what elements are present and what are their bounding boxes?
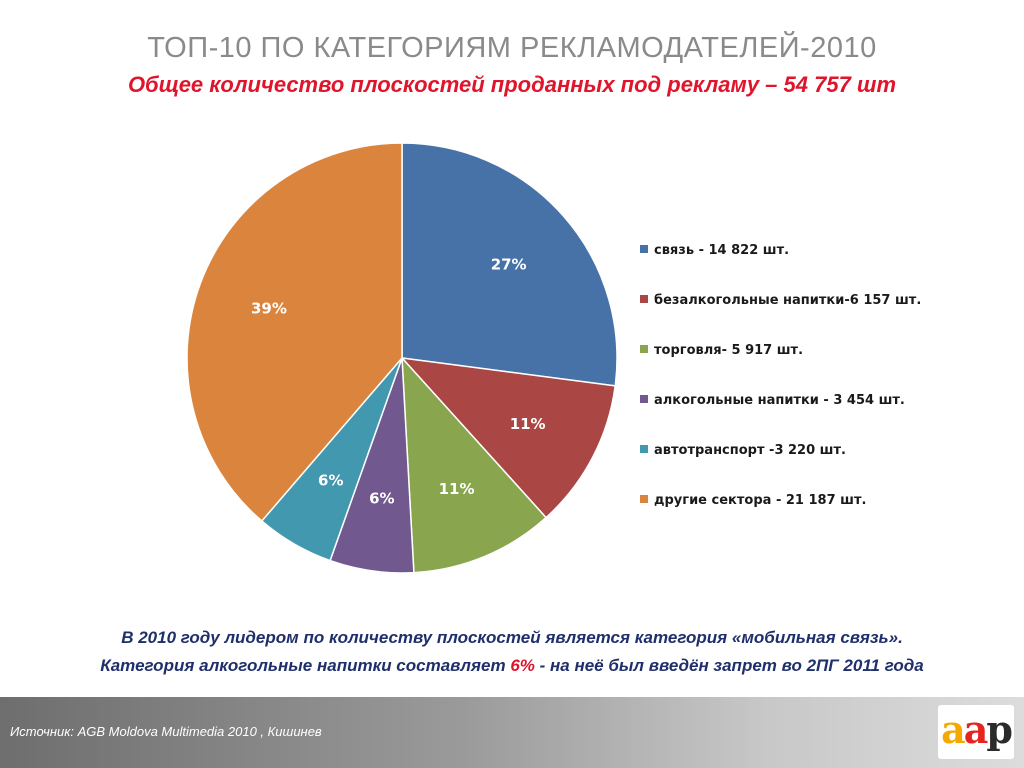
legend-swatch [640,295,648,303]
legend-swatch [640,395,648,403]
aap-logo-text: aap [938,708,1014,752]
pie-slice-label: 27% [491,255,527,273]
source-text: Источник: AGB Moldova Multimedia 2010 , … [10,724,322,739]
legend-entry: другие сектора - 21 187 шт. [654,493,866,508]
legend-swatch [640,445,648,453]
legend-entry: автотранспорт -3 220 шт. [654,443,846,458]
pie-slice-label: 6% [318,472,343,490]
legend-entry: торговля- 5 917 шт. [654,343,803,358]
legend-swatch [640,495,648,503]
logo-letter-a1: a [941,707,966,752]
pie-slice-label: 6% [369,489,394,507]
footer-bar: Источник: AGB Moldova Multimedia 2010 , … [0,697,1024,768]
legend-entry: связь - 14 822 шт. [654,243,789,258]
legend-swatch [640,245,648,253]
slide-title: ТОП-10 ПО КАТЕГОРИЯМ РЕКЛАМОДАТЕЛЕЙ-2010 [147,32,877,64]
caption-line-1: В 2010 году лидером по количеству плоско… [121,628,903,647]
pie-slice-label: 11% [510,415,546,433]
legend-entry: алкогольные напитки - 3 454 шт. [654,393,905,408]
legend-entry: безалкогольные напитки-6 157 шт. [654,293,921,308]
caption-line-2-before: Категория алкогольные напитки составляет [100,656,511,675]
pie-slice [400,356,617,519]
chart-caption: В 2010 году лидером по количеству плоско… [0,624,1024,680]
pie-slice-label: 39% [251,300,287,318]
pie-chart: 27% 11% 11% 6% 6% 39% связь - 14 822 шт. безал… [186,142,921,574]
pie-slice [401,142,618,387]
slide-subtitle: Общее количество плоскостей проданных по… [127,72,897,97]
pie-slice [186,142,403,523]
caption-line-2: Категория алкогольные напитки составляет… [0,652,1024,680]
chart-legend: связь - 14 822 шт. безалкогольные напитки… [640,243,921,508]
pie-slice-label: 11% [439,480,475,498]
legend-swatch [640,345,648,353]
pie-labels: 27% 11% 11% 6% 6% 39% [251,255,546,507]
logo-letter-p: p [986,707,1013,752]
caption-line-2-after: - на неё был введён запрет во 2ПГ 2011 г… [534,656,924,675]
logo-letter-a2: a [963,707,989,752]
caption-highlight: 6% [510,656,535,675]
pie-slice [401,355,548,574]
pie-slices [186,142,618,574]
aap-logo: aap [938,705,1014,759]
